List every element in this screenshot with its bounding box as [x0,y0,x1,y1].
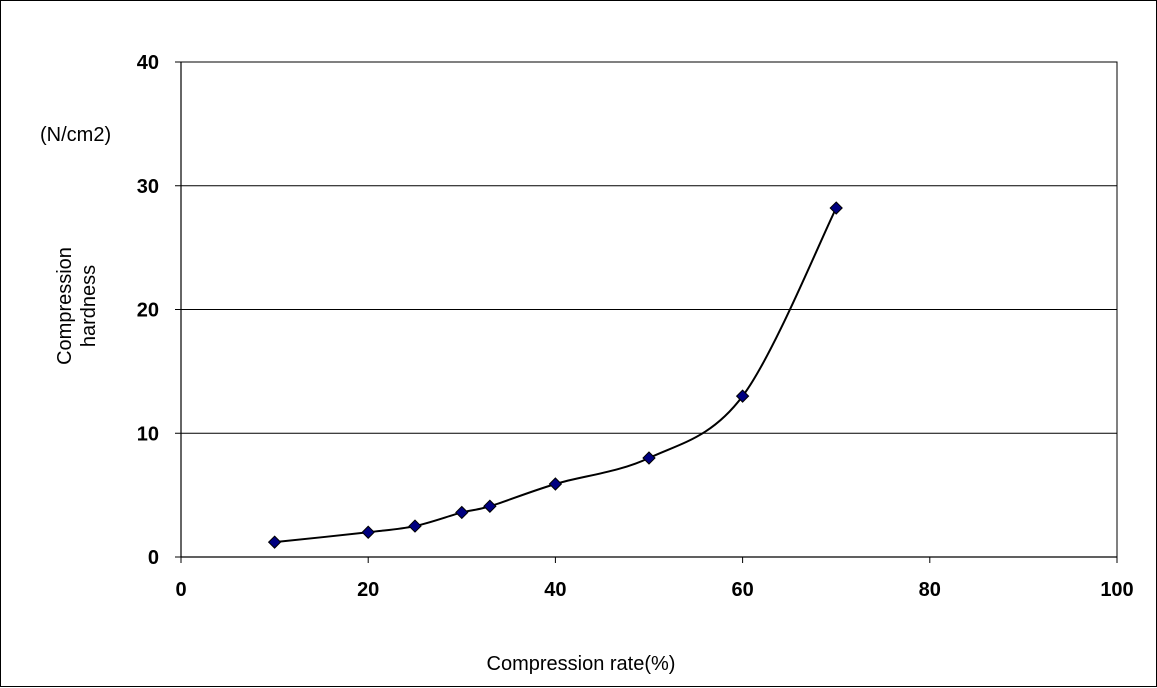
x-tick-label-40: 40 [544,579,566,601]
y-tick-label-20: 20 [137,300,159,322]
x-tick-label-60: 60 [731,579,753,601]
y-tick-label-40: 40 [137,52,159,74]
x-tick-label-100: 100 [1100,579,1133,601]
y-tick-label-0: 0 [148,547,159,569]
y-axis-title-line-1: Compression [54,247,76,365]
x-tick-label-0: 0 [175,579,186,601]
data-point-1 [361,525,375,539]
y-tick-label-10: 10 [137,423,159,445]
y-axis-title-line-2: hardness [78,265,100,347]
x-tick-label-20: 20 [357,579,379,601]
x-axis-title: Compression rate(%) [487,653,676,675]
data-point-4 [483,499,497,513]
data-point-0 [267,535,282,549]
series-0-line [274,207,838,544]
data-point-7 [735,389,750,403]
x-tick-label-80: 80 [919,579,941,601]
tick-layer: 0 10 20 30 40 0 20 40 60 80 100 [137,52,1134,601]
data-point-6 [642,451,656,465]
data-point-5 [548,477,563,491]
series-layer [267,201,843,549]
data-point-3 [455,505,469,520]
y-tick-label-30: 30 [137,176,159,198]
y-unit-label: (N/cm2) [40,124,111,146]
grid-layer [181,185,1117,434]
data-point-2 [408,519,422,533]
title-layer: (N/cm2) Compression hardness Compression… [40,124,675,675]
data-point-8 [829,201,843,215]
